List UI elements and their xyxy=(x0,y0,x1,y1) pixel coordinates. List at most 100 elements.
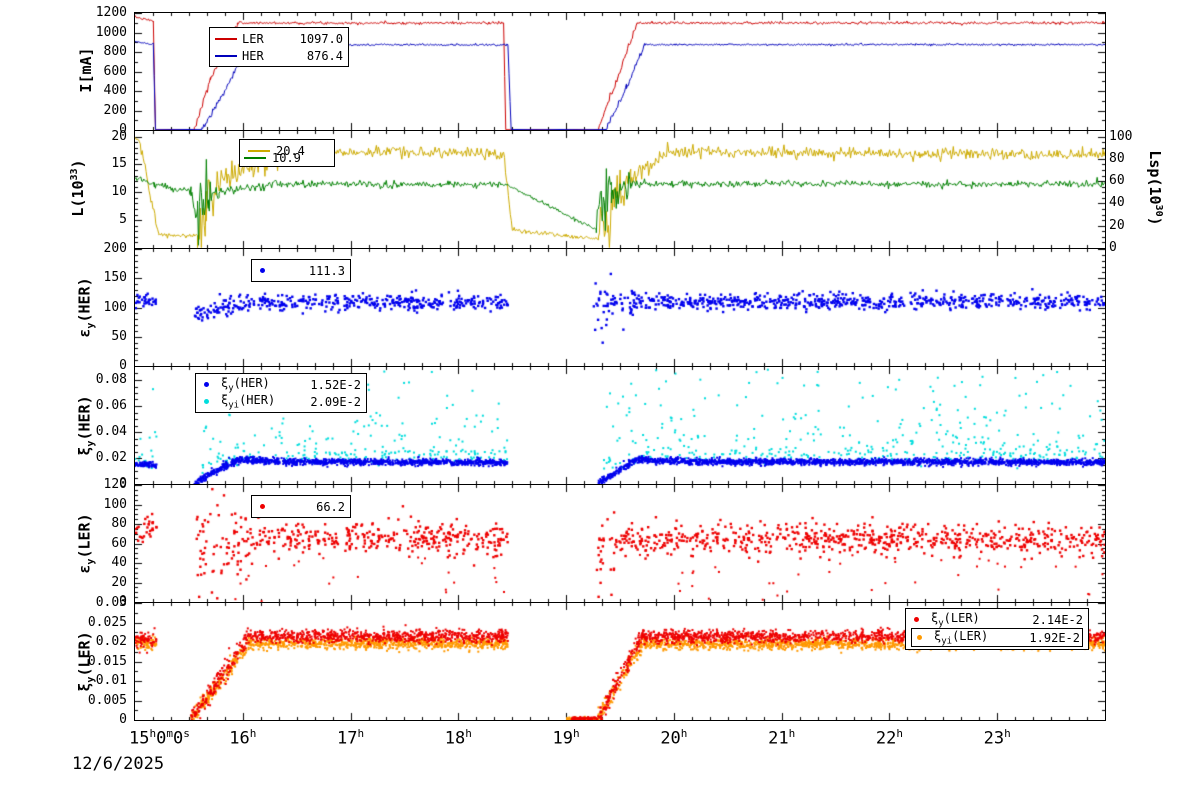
y-tick-label: 10 xyxy=(111,184,127,200)
legend-row: ξyi(HER) 2.09E-2 xyxy=(201,393,361,410)
dot-marker xyxy=(204,399,209,404)
y-tick-label: 0 xyxy=(119,358,127,373)
y-tick-label: 80 xyxy=(111,516,127,531)
y-tick-label: 400 xyxy=(103,83,127,98)
y-axis-title-right-luminosity: Lsp(1030) xyxy=(1146,149,1164,226)
y-tick-label: 1000 xyxy=(95,24,127,40)
legend-emittance-her: 111.3 xyxy=(251,259,351,282)
y-axis-title-xi-ler: ξy(LER) xyxy=(75,630,97,692)
y-tick-label: 0.005 xyxy=(87,692,127,708)
y-tick-label: 100 xyxy=(103,299,127,315)
legend-label: ξyi(HER) xyxy=(221,392,276,411)
y-tick-label: 60 xyxy=(111,535,127,551)
y-tick-label: 0.02 xyxy=(95,450,127,465)
legend-value: 2.14E-2 xyxy=(1032,612,1083,627)
date-label: 12/6/2025 xyxy=(72,754,165,774)
y-tick-label: 20 xyxy=(111,128,127,144)
legend-label: LER xyxy=(242,31,264,46)
y-tick-label: 600 xyxy=(103,63,127,79)
y-right-tick-label: 20 xyxy=(1109,217,1125,233)
y-tick-label: 1200 xyxy=(95,5,127,20)
x-tick-label: 19h xyxy=(552,727,580,749)
panel-emittance-her: 111.3 xyxy=(134,248,1106,367)
panel-luminosity: 10.9 20.4 xyxy=(134,130,1106,249)
y-tick-label: 0.01 xyxy=(95,673,127,688)
dot-marker xyxy=(260,504,265,509)
y-tick-label: 100 xyxy=(103,496,127,512)
y-tick-label: 0.06 xyxy=(95,398,127,413)
y-tick-label: 0.025 xyxy=(87,614,127,630)
legend-xi-ler: ξy(LER) 2.14E-2 ξyi(LER) 1.92E-2 xyxy=(905,608,1089,650)
legend-label: ξy(LER) xyxy=(931,610,980,629)
legend-label: HER xyxy=(242,48,264,63)
panel-emittance-ler: 66.2 xyxy=(134,484,1106,603)
legend-row: 111.3 xyxy=(257,262,345,279)
y-tick-label: 20 xyxy=(111,574,127,590)
y-tick-label: 0.015 xyxy=(87,653,127,669)
legend-row: ξyi(LER) 1.92E-2 xyxy=(911,628,1083,647)
x-axis-start-label: 15h0m0s xyxy=(129,727,190,749)
x-tick-label: 17h xyxy=(336,727,365,749)
legend-row: 20.4 xyxy=(248,144,305,158)
legend-emittance-ler: 66.2 xyxy=(251,495,351,518)
y-tick-label: 800 xyxy=(103,44,127,59)
line-marker xyxy=(248,150,270,152)
y-tick-label: 0.02 xyxy=(95,634,127,649)
x-tick-label: 16h xyxy=(229,727,257,749)
y-tick-label: 0 xyxy=(119,122,127,137)
x-tick-label: 22h xyxy=(875,727,903,749)
y-tick-label: 200 xyxy=(103,102,127,118)
y-tick-label: 0 xyxy=(119,594,127,609)
y-tick-label: 0 xyxy=(119,712,127,727)
legend-row: LER 1097.0 xyxy=(215,30,343,47)
legend-label: ξyi(LER) xyxy=(934,628,989,647)
dot-marker xyxy=(204,382,209,387)
legend-value: 876.4 xyxy=(306,48,343,63)
y-tick-label: 0 xyxy=(119,476,127,491)
dot-marker xyxy=(917,635,922,640)
legend-value: 10.9 xyxy=(272,151,301,165)
legend-row: ξy(LER) 2.14E-2 xyxy=(911,611,1083,628)
x-tick-label: 21h xyxy=(768,727,796,749)
y-tick-label: 40 xyxy=(111,555,127,570)
line-marker xyxy=(244,157,266,159)
line-marker xyxy=(215,37,237,40)
panel-xi-her: ξy(HER) 1.52E-2 ξyi(HER) 2.09E-2 xyxy=(134,366,1106,485)
y-tick-label: 5 xyxy=(119,212,127,228)
legend-value: 1097.0 xyxy=(299,31,343,46)
legend-row: HER 876.4 xyxy=(215,47,343,64)
y-tick-label: 15 xyxy=(111,156,127,172)
dot-marker xyxy=(260,268,265,273)
y-right-tick-label: 80 xyxy=(1109,150,1125,166)
y-tick-label: 0.08 xyxy=(95,372,127,387)
legend-value: 1.92E-2 xyxy=(1029,630,1080,645)
y-right-tick-label: 0 xyxy=(1109,240,1117,255)
legend-row: 66.2 xyxy=(257,498,345,515)
legend-value: 111.3 xyxy=(308,263,345,278)
y-right-tick-label: 60 xyxy=(1109,173,1125,189)
legend-luminosity: 10.9 20.4 xyxy=(239,139,335,167)
y-tick-label: 150 xyxy=(103,270,127,286)
y-right-tick-label: 40 xyxy=(1109,195,1125,211)
y-tick-label: 50 xyxy=(111,328,127,344)
line-marker xyxy=(215,54,237,57)
panel-xi-ler: ξy(LER) 2.14E-2 ξyi(LER) 1.92E-2 xyxy=(134,602,1106,721)
panel-beam-current: LER 1097.0 HER 876.4 xyxy=(134,12,1106,131)
legend-xi-her: ξy(HER) 1.52E-2 ξyi(HER) 2.09E-2 xyxy=(195,373,367,413)
y-tick-label: 200 xyxy=(103,241,127,256)
legend-label: ξy(HER) xyxy=(221,375,270,394)
y-tick-label: 0.03 xyxy=(95,595,127,610)
legend-value: 1.52E-2 xyxy=(310,377,361,392)
dot-marker xyxy=(914,617,919,622)
y-right-tick-label: 100 xyxy=(1109,128,1133,144)
legend-row: ξy(HER) 1.52E-2 xyxy=(201,376,361,393)
y-tick-label: 120 xyxy=(103,477,127,492)
legend-beam-current: LER 1097.0 HER 876.4 xyxy=(209,27,349,67)
legend-value: 66.2 xyxy=(316,499,345,514)
x-tick-label: 23h xyxy=(983,727,1011,749)
x-tick-label: 18h xyxy=(444,727,472,749)
y-tick-label: 0.04 xyxy=(95,424,127,439)
legend-value: 2.09E-2 xyxy=(310,394,361,409)
legend-value: 20.4 xyxy=(276,144,305,158)
